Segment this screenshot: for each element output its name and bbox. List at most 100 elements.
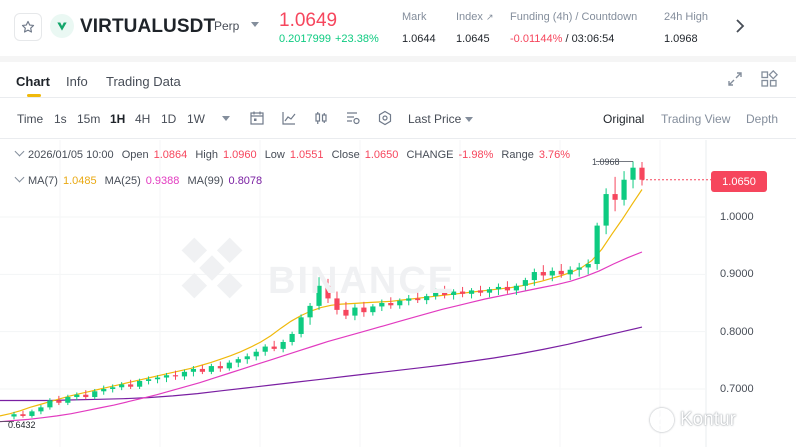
scroll-right-button[interactable] [733,17,747,35]
candle [289,331,295,346]
y-axis-tick: 1.0000 [720,211,754,223]
favorite-button[interactable] [14,13,42,41]
candle-body [325,285,331,299]
price-chart[interactable]: BINANCE 2026/01/05 10:00 Open 1.0864 High… [0,140,796,447]
layout-grid-icon[interactable] [760,70,778,88]
interval-more-button[interactable] [218,111,230,125]
view-depth[interactable]: Depth [746,112,779,126]
chevron-down-icon[interactable] [251,22,259,27]
interval-1s[interactable]: 1s [54,112,67,126]
candle [208,363,214,375]
star-icon [21,20,35,33]
candle [119,382,125,391]
expand-icon[interactable] [726,70,744,88]
hexagon-settings-icon[interactable] [377,110,393,126]
kontur-logo-icon [650,408,674,432]
interval-time[interactable]: Time [17,112,44,126]
candle [217,361,223,372]
tab-chart[interactable]: Chart [16,74,50,89]
legend-low: 1.0551 [289,149,324,161]
collapse-chevron-icon[interactable] [14,172,25,183]
candle [630,161,636,189]
candle [65,394,71,406]
candle [361,301,367,317]
candle-body [406,298,412,301]
candle [316,277,322,310]
high-marker-label: 1.0968 [592,157,620,167]
ma25-label: MA(25) [104,175,141,187]
chart-tabs: Chart Info Trading Data [0,62,796,98]
candle-body [621,179,627,200]
indicator-icon[interactable] [281,110,297,126]
candle [47,398,53,410]
mark-price-value: 1.0644 [402,33,436,45]
interval-1h[interactable]: 1H [110,112,126,126]
candle [181,369,188,380]
candle [567,266,573,281]
ohlc-legend: 2026/01/05 10:00 Open 1.0864 High 1.0960 L… [14,146,575,161]
candle-body [56,400,62,403]
candle [522,277,528,291]
chart-settings-icon[interactable] [345,110,361,126]
candle [352,304,358,321]
interval-1w[interactable]: 1W [187,112,205,126]
index-price-stat[interactable]: Index ↗ 1.0645 [456,11,494,45]
candle-body [361,307,367,313]
candle-body [531,272,537,281]
candle [424,293,430,305]
candle-body [567,269,573,275]
candle [74,392,80,401]
candle [307,303,313,325]
funding-rate: -0.01144% [510,33,563,45]
candle-body [594,225,600,265]
candle-body [289,333,295,342]
legend-low-label: Low [264,149,285,161]
view-original[interactable]: Original [603,112,645,126]
interval-15m[interactable]: 15m [77,112,101,126]
candle [388,297,394,309]
candle-body [468,290,475,294]
exchange-watermark: BINANCE [268,260,456,302]
collapse-chevron-icon[interactable] [14,146,25,157]
chevron-down-icon [465,117,474,123]
candle-body [163,375,170,378]
external-link-icon: ↗ [485,12,494,22]
candle [145,376,152,385]
candle-body [20,414,26,416]
symbol-name[interactable]: VIRTUALUSDT [80,16,216,37]
candle-body [585,264,591,268]
candle-body [316,285,322,306]
candle-body [370,306,376,313]
ma7-value: 1.0485 [62,175,97,187]
ma99-value: 0.8078 [228,175,263,187]
price-type-select[interactable]: Last Price [408,112,474,126]
candle [262,344,268,356]
candle-body [181,371,188,377]
tab-trading-data[interactable]: Trading Data [106,74,181,89]
candlestick-chart[interactable] [0,140,796,447]
view-trading-view[interactable]: Trading View [661,112,731,126]
candle [11,411,17,420]
interval-4h[interactable]: 4H [135,112,151,126]
candle-body [208,366,214,372]
coin-icon [50,14,74,38]
candle-body [145,379,152,381]
calendar-icon[interactable] [249,110,265,126]
candle-body [352,307,358,316]
candle [83,390,89,400]
candle-body [379,303,385,307]
candle-style-icon[interactable] [313,110,329,126]
candle [334,291,340,315]
candle [486,286,493,298]
candle [415,292,421,303]
candle-body [101,389,107,392]
tab-info[interactable]: Info [66,74,88,89]
candle-body [172,375,179,377]
interval-1d[interactable]: 1D [161,112,177,126]
candle [406,294,412,306]
candle-body [451,291,457,295]
candle-body [298,317,304,334]
legend-close: 1.0650 [364,149,399,161]
candle-body [253,351,259,357]
chevron-down-icon [222,116,230,122]
